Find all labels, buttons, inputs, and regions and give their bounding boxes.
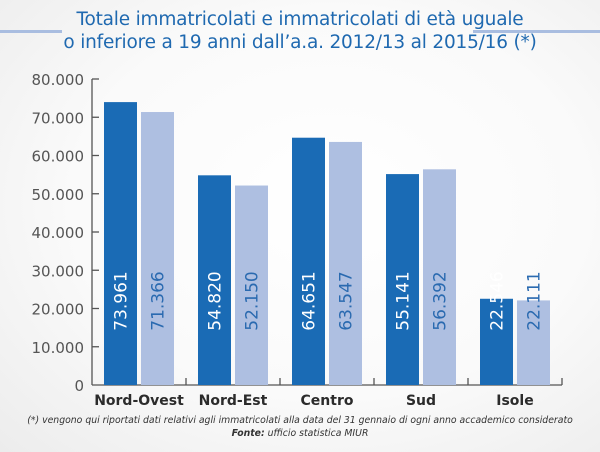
bar-sud-series-1 xyxy=(386,174,419,385)
bars xyxy=(104,102,550,385)
bar-value-label: 22.111 xyxy=(525,271,545,330)
category-labels: Nord-Ovest Nord-Est Centro Sud Isole xyxy=(94,393,534,409)
bar-nord-est-series-1 xyxy=(198,175,231,385)
category-label: Sud xyxy=(406,393,436,409)
title-decoration-left xyxy=(0,30,62,33)
bar-value-label: 54.820 xyxy=(206,271,226,330)
y-tick-label: 50.000 xyxy=(32,186,85,204)
y-tick-label: 30.000 xyxy=(32,262,85,280)
footnote: (*) vengono qui riportati dati relativi … xyxy=(0,414,600,440)
bar-labels: 73.961 71.366 54.820 52.150 64.651 63.547 55.1… xyxy=(112,271,545,330)
category-label: Nord-Est xyxy=(199,393,268,409)
bar-value-label: 52.150 xyxy=(243,271,263,330)
category-label: Centro xyxy=(301,393,354,409)
category-label: Nord-Ovest xyxy=(94,393,184,409)
chart-title-line-2: o inferiore a 19 anni dall’a.a. 2012/13 … xyxy=(63,32,537,53)
source-label: Fonte: xyxy=(231,428,265,439)
y-tick-label: 80.000 xyxy=(32,71,85,89)
y-tick-label: 40.000 xyxy=(32,224,85,242)
bar-nord-est-series-2 xyxy=(235,185,268,385)
category-label: Isole xyxy=(496,393,533,409)
y-tick-label: 70.000 xyxy=(32,109,85,127)
footnote-note: (*) vengono qui riportati dati relativi … xyxy=(27,415,573,426)
bar-value-label: 56.392 xyxy=(431,271,451,330)
bar-value-label: 55.141 xyxy=(394,271,414,330)
bar-sud-series-2 xyxy=(423,169,456,385)
chart-title-line-1: Totale immatricolati e immatricolati di … xyxy=(76,9,524,30)
bar-value-label: 63.547 xyxy=(337,271,357,330)
y-tick-label: 60.000 xyxy=(32,148,85,166)
bar-isole-series-1 xyxy=(480,298,513,385)
y-tick-label: 20.000 xyxy=(32,301,85,319)
bar-centro-series-2 xyxy=(329,141,362,385)
bar-value-label: 64.651 xyxy=(300,271,320,330)
title-decoration-right xyxy=(473,30,600,33)
y-axis: 0 10.000 20.000 30.000 40.000 50.000 60.000 70.… xyxy=(32,71,99,395)
footnote-source: Fonte: ufficio statistica MIUR xyxy=(0,427,600,440)
bar-nord-ovest-series-1 xyxy=(104,102,137,385)
bar-value-label: 71.366 xyxy=(149,271,169,330)
y-tick-label: 0 xyxy=(74,377,84,395)
bar-centro-series-1 xyxy=(292,137,325,385)
bar-value-label: 22.546 xyxy=(488,271,508,330)
bar-nord-ovest-series-2 xyxy=(141,112,174,385)
chart-title: Totale immatricolati e immatricolati di … xyxy=(0,8,600,54)
bar-isole-series-2 xyxy=(517,300,550,385)
source-text: ufficio statistica MIUR xyxy=(264,428,369,439)
y-tick-label: 10.000 xyxy=(32,339,85,357)
bar-value-label: 73.961 xyxy=(112,271,132,330)
